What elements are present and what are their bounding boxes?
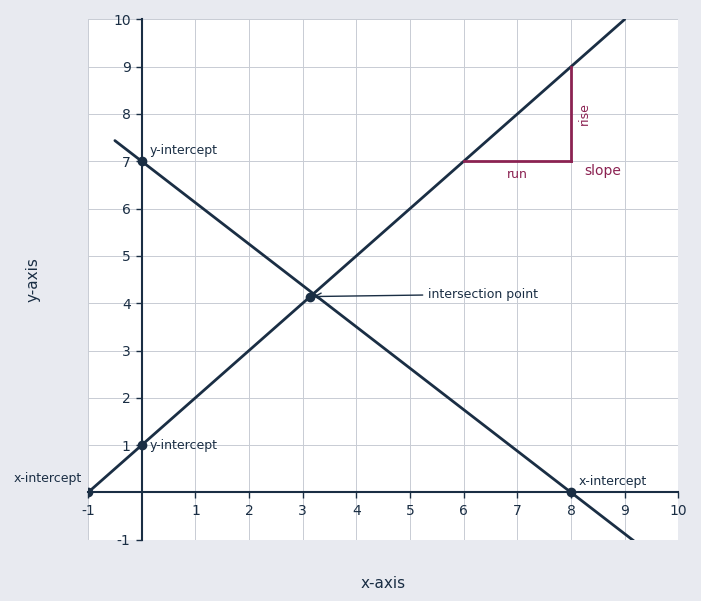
Text: x-intercept: x-intercept (579, 475, 647, 487)
Text: x-intercept: x-intercept (13, 472, 81, 486)
Text: intersection point: intersection point (315, 288, 538, 300)
Text: y-intercept: y-intercept (150, 144, 218, 157)
X-axis label: x-axis: x-axis (360, 576, 406, 591)
Text: y-intercept: y-intercept (150, 439, 218, 451)
Text: slope: slope (585, 163, 621, 178)
Text: rise: rise (578, 103, 590, 126)
Text: run: run (507, 168, 528, 182)
Y-axis label: y-axis: y-axis (26, 257, 41, 302)
